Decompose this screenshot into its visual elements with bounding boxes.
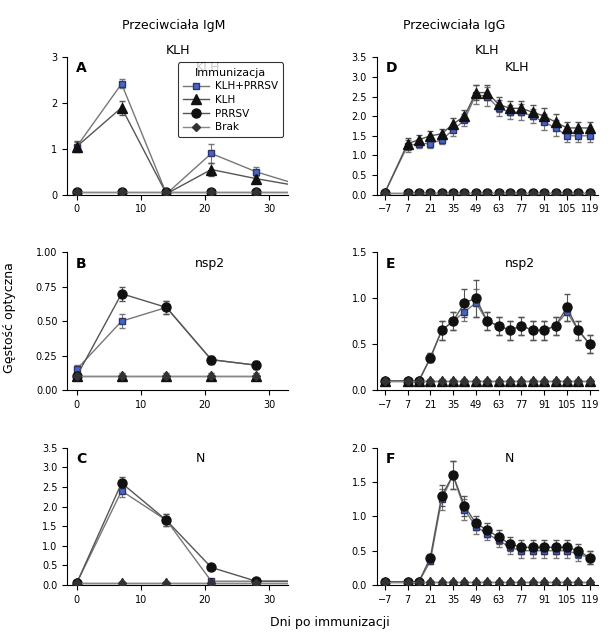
Text: KLH: KLH: [505, 61, 529, 74]
Text: N: N: [195, 452, 205, 465]
Text: KLH: KLH: [195, 61, 220, 74]
Text: N: N: [505, 452, 514, 465]
Text: nsp2: nsp2: [505, 256, 535, 270]
Text: Gęstość optyczna: Gęstość optyczna: [3, 263, 16, 373]
Text: D: D: [386, 61, 397, 75]
Legend: KLH+PRRSV, KLH, PRRSV, Brak: KLH+PRRSV, KLH, PRRSV, Brak: [178, 62, 283, 137]
Text: nsp2: nsp2: [195, 256, 226, 270]
Text: C: C: [76, 452, 86, 466]
Text: KLH: KLH: [165, 44, 190, 57]
Text: E: E: [386, 256, 395, 270]
Text: B: B: [76, 256, 87, 270]
Text: Przeciwciała IgG: Przeciwciała IgG: [403, 18, 506, 32]
Text: Dni po immunizacji: Dni po immunizacji: [270, 616, 389, 630]
Text: KLH: KLH: [475, 44, 500, 57]
Text: Przeciwciała IgM: Przeciwciała IgM: [122, 18, 226, 32]
Text: F: F: [386, 452, 395, 466]
Text: A: A: [76, 61, 87, 75]
